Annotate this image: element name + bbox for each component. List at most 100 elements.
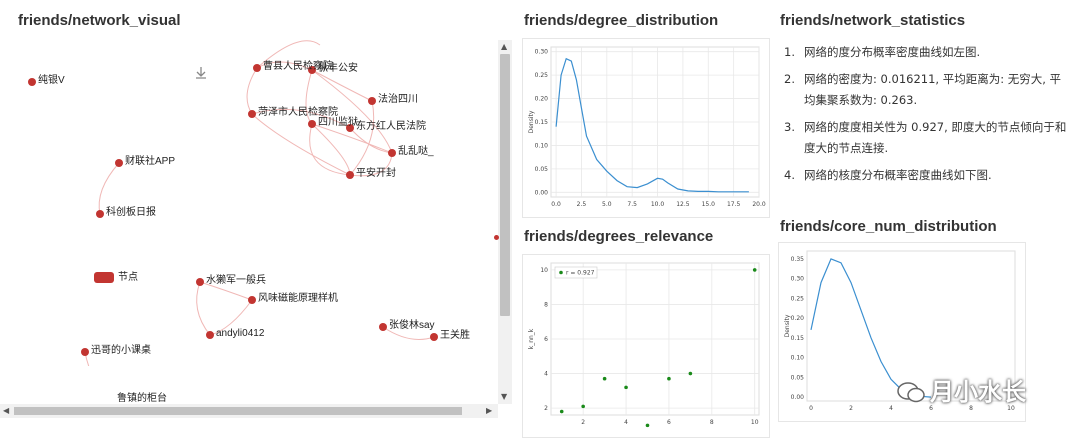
y-tick-label: 6 xyxy=(544,336,548,343)
y-tick-label: 0.05 xyxy=(791,374,805,381)
y-tick-label: 4 xyxy=(544,371,548,378)
statistics-item-text: 网络的度度相关性为 0.927, 即度大的节点倾向于和度大的节点连接. xyxy=(804,120,1067,155)
network-node[interactable] xyxy=(96,210,104,218)
legend-label[interactable]: 节点 xyxy=(118,272,138,283)
network-node-label: 曹县人民检察院 xyxy=(263,61,333,72)
network-node[interactable] xyxy=(248,110,256,118)
network-node[interactable] xyxy=(308,120,316,128)
legend-label: r = 0.927 xyxy=(566,270,595,277)
scatter-point xyxy=(645,423,650,428)
y-tick-label: 2 xyxy=(544,405,548,412)
horizontal-scrollbar[interactable]: ◀ ▶ xyxy=(0,404,498,418)
legend-marker xyxy=(559,270,563,275)
network-node-label: 菏泽市人民检察院 xyxy=(258,107,338,118)
network-canvas[interactable]: 节点 纯银V 曹县人民检察院 枞丰公安 法治四川 菏泽市人民检察院 四川监狱 东方红人民法院… xyxy=(0,38,498,404)
x-tick-label: 10 xyxy=(751,419,759,426)
legend-box xyxy=(554,266,598,279)
scatter-point xyxy=(624,385,628,390)
network-node-label: 乱乱哒_ xyxy=(398,146,434,157)
core-num-distribution-title: friends/core_num_distribution xyxy=(780,218,997,235)
network-node[interactable] xyxy=(308,66,316,74)
x-tick-label: 8 xyxy=(969,405,973,412)
network-node-label: 法治四川 xyxy=(378,94,418,105)
y-tick-label: 0.10 xyxy=(791,355,805,362)
y-tick-label: 0.05 xyxy=(535,166,549,173)
vertical-scrollbar[interactable]: ▲ ▼ xyxy=(498,40,512,404)
scroll-down-icon[interactable]: ▼ xyxy=(501,392,508,401)
y-tick-label: 0.20 xyxy=(791,315,805,322)
scatter-point xyxy=(752,268,757,272)
x-tick-label: 4 xyxy=(624,419,628,426)
x-tick-label: 7.5 xyxy=(627,201,637,208)
y-tick-label: 0.00 xyxy=(535,189,549,196)
network-node[interactable] xyxy=(253,64,261,72)
network-node[interactable] xyxy=(248,296,256,304)
network-edges xyxy=(84,40,435,366)
statistics-item: 3. 网络的度度相关性为 0.927, 即度大的节点倾向于和度大的节点连接. xyxy=(780,117,1070,159)
y-tick-label: 0.25 xyxy=(535,72,549,79)
network-node-label: andyli0412 xyxy=(216,328,265,339)
y-tick-label: 0.20 xyxy=(535,96,549,103)
network-node[interactable] xyxy=(346,171,354,179)
statistics-item: 2. 网络的密度为: 0.016211, 平均距离为: 无穷大, 平均集聚系数为:… xyxy=(780,69,1070,111)
statistics-item-text: 网络的核度分布概率密度曲线如下图. xyxy=(804,168,992,182)
x-tick-label: 0 xyxy=(809,405,813,412)
watermark-text: 月小水长 xyxy=(930,378,1026,406)
scatter-point xyxy=(688,371,693,376)
y-tick-label: 0.00 xyxy=(791,394,805,401)
legend-swatch[interactable] xyxy=(94,272,114,283)
density-line xyxy=(555,57,749,193)
y-tick-label: 0.35 xyxy=(791,256,805,263)
network-node-label: 财联社APP xyxy=(125,156,176,167)
scatter-point xyxy=(559,409,564,414)
x-tick-label: 0.0 xyxy=(551,201,561,208)
network-node[interactable] xyxy=(206,331,214,339)
scroll-left-icon[interactable]: ◀ xyxy=(3,406,10,415)
degrees-relevance-title: friends/degrees_relevance xyxy=(524,228,714,245)
y-axis-label: k_nn_k xyxy=(528,328,535,349)
network-node[interactable] xyxy=(379,323,387,331)
network-node[interactable] xyxy=(430,333,438,341)
network-node-label: 张俊林say xyxy=(389,320,435,331)
scatter-point xyxy=(667,376,671,381)
degree-distribution-chart: 0.0 2.5 5.0 7.5 10.0 12.5 15.0 17.5 20.0 0.00 0.05… xyxy=(522,38,770,218)
statistics-item: 1. 网络的度分布概率密度曲线如左图. xyxy=(780,42,1070,63)
network-statistics-title: friends/network_statistics xyxy=(780,12,966,29)
x-tick-label: 6 xyxy=(929,405,933,412)
network-node[interactable] xyxy=(28,78,36,86)
x-tick-label: 2 xyxy=(581,419,585,426)
scroll-up-icon[interactable]: ▲ xyxy=(501,42,508,51)
x-tick-label: 5.0 xyxy=(602,201,612,208)
degree-distribution-title: friends/degree_distribution xyxy=(524,12,719,29)
network-node[interactable] xyxy=(81,348,89,356)
x-tick-label: 6 xyxy=(667,419,671,426)
network-node[interactable] xyxy=(388,149,396,157)
network-nodes xyxy=(28,64,438,356)
network-node[interactable] xyxy=(368,97,376,105)
y-tick-label: 0.10 xyxy=(535,142,549,149)
x-tick-label: 10 xyxy=(1007,405,1015,412)
offscreen-node[interactable] xyxy=(494,235,499,240)
x-tick-label: 12.5 xyxy=(676,201,690,208)
scatter-point xyxy=(581,404,585,409)
download-icon[interactable] xyxy=(194,66,208,80)
network-node-label: 东方红人民法院 xyxy=(356,121,426,132)
scroll-right-icon[interactable]: ▶ xyxy=(486,406,493,415)
x-tick-label: 15.0 xyxy=(702,201,716,208)
network-node[interactable] xyxy=(115,159,123,167)
vertical-scroll-thumb[interactable] xyxy=(500,54,510,316)
network-node[interactable] xyxy=(196,278,204,286)
y-tick-label: 0.15 xyxy=(791,335,805,342)
y-tick-label: 0.30 xyxy=(791,276,805,283)
horizontal-scroll-thumb[interactable] xyxy=(14,407,462,415)
statistics-item-number: 3. xyxy=(784,120,795,134)
statistics-item-number: 1. xyxy=(784,45,795,59)
network-node[interactable] xyxy=(346,124,354,132)
network-node-label: 王关胜 xyxy=(440,330,470,341)
network-node-label: 平安开封 xyxy=(356,168,396,179)
y-tick-label: 0.30 xyxy=(535,49,549,56)
network-node-label: 鲁镇的柜台 xyxy=(117,393,167,404)
network-node-label: 四川监狱 xyxy=(318,117,358,128)
y-axis-label: Density xyxy=(784,314,791,337)
x-tick-label: 4 xyxy=(889,405,893,412)
